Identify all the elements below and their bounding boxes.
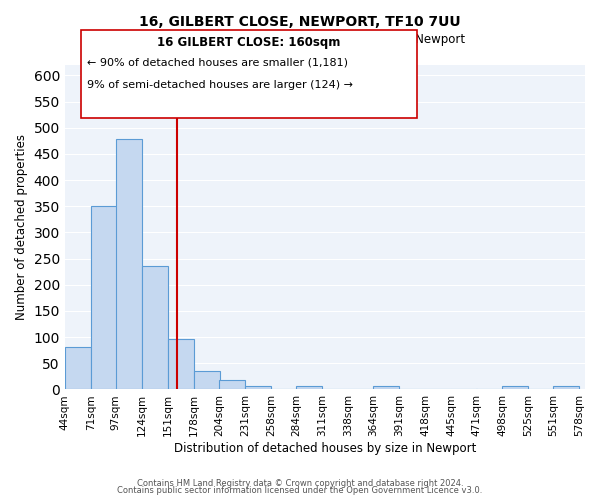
Y-axis label: Number of detached properties: Number of detached properties [15,134,28,320]
Text: 16, GILBERT CLOSE, NEWPORT, TF10 7UU: 16, GILBERT CLOSE, NEWPORT, TF10 7UU [139,15,461,29]
Bar [296,386,322,390]
Bar [142,266,168,390]
Bar [65,346,91,390]
Bar [168,338,194,390]
Text: Contains public sector information licensed under the Open Government Licence v3: Contains public sector information licen… [118,486,482,495]
Bar [553,386,579,390]
Text: ← 90% of detached houses are smaller (1,181): ← 90% of detached houses are smaller (1,… [87,58,348,68]
Text: 16 GILBERT CLOSE: 160sqm: 16 GILBERT CLOSE: 160sqm [157,36,341,49]
Bar [219,380,245,390]
Bar [194,370,220,390]
X-axis label: Distribution of detached houses by size in Newport: Distribution of detached houses by size … [174,442,476,455]
Text: Size of property relative to detached houses in Newport: Size of property relative to detached ho… [134,32,466,46]
Bar [91,206,117,390]
Text: Contains HM Land Registry data © Crown copyright and database right 2024.: Contains HM Land Registry data © Crown c… [137,478,463,488]
Text: 9% of semi-detached houses are larger (124) →: 9% of semi-detached houses are larger (1… [87,80,353,90]
Bar [502,386,528,390]
Bar [245,386,271,390]
Bar [373,386,399,390]
Bar [116,140,142,390]
